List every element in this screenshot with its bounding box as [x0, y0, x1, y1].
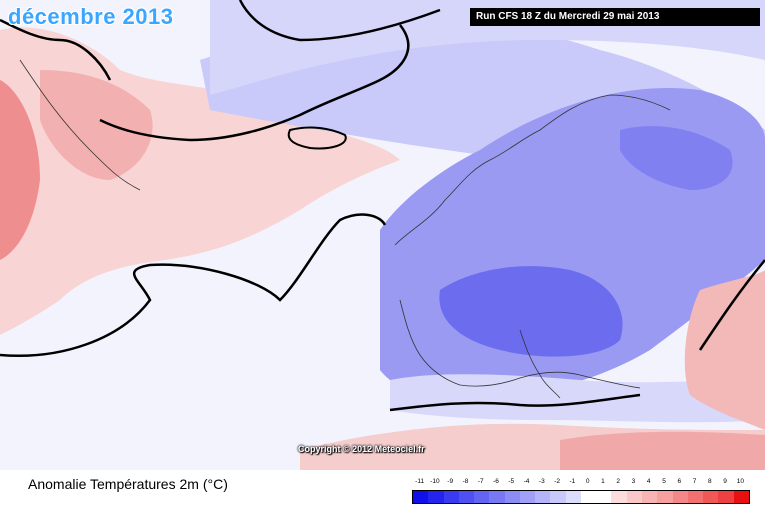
scale-tick-label: -7 [477, 478, 484, 485]
copyright-text: Copyright © 2012 Meteociel.fr [298, 444, 425, 454]
scale-cell [519, 491, 536, 503]
scale-tick-label: -1 [569, 478, 576, 485]
scale-tick-label: 1 [601, 478, 605, 485]
run-info-label: Run CFS 18 Z du Mercredi 29 mai 2013 [470, 8, 760, 26]
scale-cell [413, 491, 429, 503]
scale-tick-label: 5 [662, 478, 666, 485]
cold-core-russia [620, 126, 733, 190]
scale-tick-label: -6 [493, 478, 499, 485]
scale-tick-label: -2 [554, 478, 560, 485]
scale-cell [428, 491, 444, 503]
zero-isotherm-arctic [238, 0, 441, 42]
zero-isotherm-greenland [0, 18, 112, 81]
zero-isotherm-north [99, 24, 410, 142]
scale-cell [596, 491, 612, 503]
scale-cell [687, 491, 704, 503]
scale-cell [718, 491, 734, 503]
scale-tick-label: -11 [415, 478, 425, 485]
scale-tick-label: 0 [585, 478, 590, 485]
scale-tick-label: 3 [631, 478, 636, 485]
scale-tick-label: 6 [677, 478, 682, 485]
scale-cell [657, 491, 673, 503]
scale-cell [474, 491, 490, 503]
zero-isotherm-atlantic [0, 213, 387, 357]
scale-tick-label: -9 [447, 478, 454, 485]
scale-cell [580, 491, 597, 503]
legend-title: Anomalie Températures 2m (°C) [28, 476, 228, 492]
coastline-italy [519, 329, 561, 399]
scale-tick-label: 7 [692, 478, 697, 485]
coastline-europe [394, 94, 671, 389]
scale-cell [641, 491, 658, 503]
scale-cell [535, 491, 551, 503]
scale-cell [458, 491, 475, 503]
warm-anomaly-region-east [684, 270, 765, 430]
scale-cell [565, 491, 581, 503]
color-scale-bar [412, 490, 750, 504]
scale-tick-label: 8 [708, 478, 712, 485]
scale-cell [672, 491, 688, 503]
coastline-greenland [19, 59, 141, 191]
hot-anomaly-region-west [0, 80, 40, 260]
scale-cell [504, 491, 520, 503]
scale-cell [550, 491, 566, 503]
scale-tick-label: 4 [646, 478, 651, 485]
scale-cell [703, 491, 719, 503]
zero-isotherm-east [698, 259, 765, 351]
zero-isotherm-south [389, 393, 641, 412]
scale-tick-label: -4 [523, 478, 530, 485]
scale-tick-label: -10 [430, 478, 440, 485]
warm-anomaly-region-greenland [40, 70, 153, 180]
scale-tick-label: 9 [723, 478, 727, 485]
scale-tick-label: 10 [736, 478, 744, 485]
scale-cell [611, 491, 627, 503]
scale-tick-label: -8 [462, 478, 469, 485]
scale-tick-label: 2 [616, 478, 620, 485]
scale-cell [443, 491, 459, 503]
scale-tick-label: -3 [538, 478, 545, 485]
scale-tick-label: -5 [508, 478, 515, 485]
coastline-iceland [287, 126, 347, 150]
scale-labels: -11 -10 -9 -8 -7 -6 -5 -4 -3 -2 -1 0 1 2 3 4 5 6 7 8 9 10 [412, 478, 748, 488]
scale-cell [489, 491, 505, 503]
cold-core-alps [439, 266, 623, 357]
month-title: décembre 2013 [8, 4, 174, 29]
temperature-anomaly-map [0, 0, 765, 470]
scale-cell [626, 491, 642, 503]
warm-anomaly-north-africa [560, 431, 765, 470]
scale-cell [733, 491, 749, 503]
